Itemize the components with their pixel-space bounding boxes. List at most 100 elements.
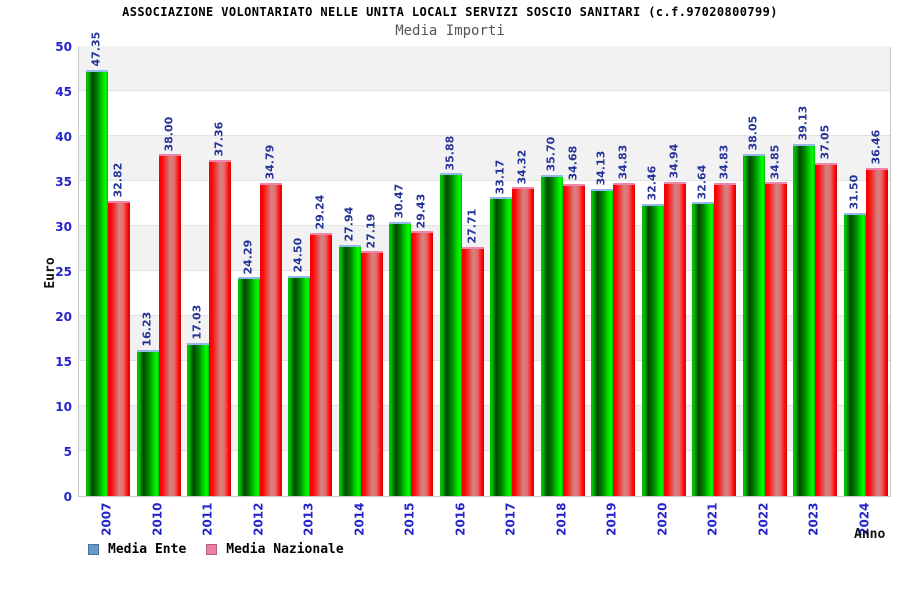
x-tick-label: 2016	[453, 502, 467, 536]
legend-item-media-ente: Media Ente	[88, 542, 186, 557]
bar-value-label: 34.85	[768, 144, 781, 180]
bar-red-2016	[461, 246, 484, 496]
bar-green-2012	[237, 277, 260, 496]
x-tick-label: 2011	[200, 502, 215, 536]
bar-value-label: 36.46	[869, 130, 882, 165]
bar-value-label: 35.88	[443, 135, 456, 171]
bar-value-label: 27.19	[364, 213, 377, 249]
bar-value-label: 34.83	[717, 144, 731, 180]
y-tick-label: 5	[63, 445, 72, 459]
bar-green-2007	[86, 69, 108, 496]
x-tick-label: 2015	[402, 502, 417, 536]
plot-band	[79, 46, 890, 91]
x-tick-label: 2019	[604, 502, 619, 536]
gridline	[79, 315, 890, 316]
bar-value-label: 47.35	[89, 32, 103, 67]
plot-area	[78, 46, 891, 497]
bar-green-2018	[540, 174, 563, 496]
bar-green-2021	[692, 202, 714, 496]
bar-value-label: 24.50	[291, 237, 305, 273]
bar-green-2013	[288, 275, 310, 496]
bar-value-label: 32.82	[111, 162, 125, 198]
bar-value-label: 34.68	[566, 146, 579, 181]
y-tick-label: 50	[55, 40, 72, 54]
gridline	[79, 135, 890, 136]
legend-label-media-nazionale: Media Nazionale	[226, 542, 344, 557]
y-tick-label: 25	[55, 265, 72, 279]
bar-green-2011	[187, 342, 209, 496]
legend-swatch-media-ente	[88, 544, 99, 555]
x-tick-label: 2012	[251, 502, 265, 536]
y-axis-title: Euro	[43, 257, 58, 289]
x-tick-label: 2020	[655, 502, 669, 536]
gridline	[79, 180, 890, 181]
x-tick-label: 2023	[806, 502, 821, 536]
bar-green-2024	[843, 212, 866, 496]
x-tick-label: 2017	[503, 502, 518, 536]
x-tick-label: 2014	[352, 502, 366, 536]
y-tick-label: 15	[55, 355, 72, 369]
bar-value-label: 33.17	[493, 159, 507, 195]
bar-green-2022	[742, 153, 765, 496]
gridline	[79, 225, 890, 226]
bar-red-2021	[714, 182, 736, 496]
bar-value-label: 27.71	[465, 208, 478, 244]
bar-red-2012	[259, 182, 282, 496]
y-tick-label: 30	[55, 220, 72, 234]
bar-red-2023	[815, 162, 837, 496]
bar-value-label: 29.24	[313, 195, 327, 230]
y-tick-label: 35	[55, 175, 72, 189]
bar-green-2017	[490, 197, 512, 496]
bar-red-2015	[411, 231, 433, 496]
bar-value-label: 16.23	[140, 312, 153, 347]
gridline	[79, 90, 890, 91]
bar-green-2010	[136, 349, 159, 496]
y-tick-label: 45	[55, 85, 72, 99]
bar-red-2017	[512, 187, 534, 496]
x-tick-label: 2022	[756, 502, 770, 536]
bar-red-2022	[764, 182, 787, 496]
bar-value-label: 37.36	[212, 121, 226, 157]
bar-value-label: 31.50	[847, 174, 860, 210]
bar-value-label: 29.43	[414, 193, 428, 229]
bar-value-label: 34.94	[667, 143, 680, 179]
bar-red-2010	[158, 154, 181, 496]
bar-red-2007	[108, 200, 130, 496]
x-tick-label: 2021	[705, 502, 720, 536]
bar-green-2019	[591, 188, 613, 496]
y-tick-label: 10	[55, 400, 72, 414]
bar-value-label: 34.13	[594, 151, 608, 186]
bar-value-label: 34.32	[515, 149, 529, 185]
bar-green-2020	[641, 203, 664, 496]
x-tick-label: 2013	[301, 502, 316, 536]
bar-value-label: 30.47	[392, 183, 406, 219]
bar-red-2024	[865, 167, 888, 496]
bar-value-label: 35.70	[544, 136, 557, 172]
bar-value-label: 27.94	[342, 206, 355, 242]
bar-value-label: 39.13	[796, 106, 810, 141]
x-tick-label: 2018	[554, 502, 568, 536]
gridline	[79, 360, 890, 361]
chart-title: ASSOCIAZIONE VOLONTARIATO NELLE UNITA LO…	[122, 5, 778, 19]
y-tick-label: 40	[55, 130, 72, 144]
y-tick-label: 0	[63, 490, 72, 504]
bar-value-label: 37.05	[818, 124, 832, 160]
legend-label-media-ente: Media Ente	[108, 542, 187, 557]
bar-value-label: 17.03	[190, 304, 204, 340]
bar-value-label: 34.83	[616, 144, 630, 180]
bar-value-label: 34.79	[263, 145, 276, 180]
bar-value-label: 38.00	[162, 116, 175, 151]
legend: Media Ente Media Nazionale	[88, 542, 344, 557]
bar-green-2023	[793, 143, 815, 496]
bar-red-2011	[209, 159, 231, 496]
gridline	[79, 450, 890, 451]
x-tick-label: 2010	[150, 502, 164, 536]
x-axis-title: Anno	[854, 527, 886, 542]
x-tick-label: 2007	[99, 502, 114, 536]
bar-value-label: 24.29	[241, 239, 254, 275]
bar-value-label: 32.64	[695, 164, 709, 200]
bar-green-2014	[338, 244, 361, 496]
bar-value-label: 38.05	[746, 115, 759, 151]
bar-red-2014	[360, 251, 383, 496]
